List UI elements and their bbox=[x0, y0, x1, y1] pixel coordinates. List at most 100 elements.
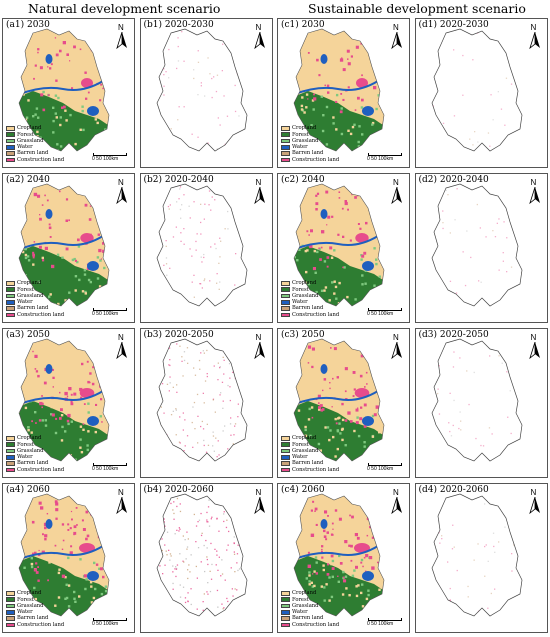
legend-item: Water bbox=[6, 299, 64, 305]
map-legend: Cropland Forest Grassland Water Barren land C… bbox=[281, 435, 339, 473]
legend-label: Construction land bbox=[17, 156, 65, 163]
legend-item: Cropland bbox=[281, 435, 339, 441]
legend-label: Construction land bbox=[17, 621, 65, 628]
legend-swatch bbox=[281, 591, 290, 596]
legend-label: Forest bbox=[17, 441, 34, 448]
legend-item: Forest bbox=[6, 442, 64, 448]
panel-label: (a1) 2030 bbox=[6, 20, 50, 30]
legend-item: Construction land bbox=[6, 622, 64, 628]
legend-label: Cropland bbox=[17, 590, 42, 597]
panel-label: (a3) 2050 bbox=[6, 330, 50, 340]
legend-item: Forest bbox=[281, 597, 339, 603]
legend-label: Barren land bbox=[292, 460, 324, 467]
legend-swatch bbox=[6, 597, 15, 602]
legend-label: Barren land bbox=[292, 150, 324, 157]
legend-label: Construction land bbox=[17, 466, 65, 473]
legend-swatch bbox=[6, 616, 15, 621]
legend-swatch bbox=[281, 455, 290, 460]
legend-label: Grassland bbox=[17, 602, 44, 609]
north-label: N bbox=[393, 178, 399, 187]
map-panel: (c2) 2040 N Cropland Forest Grassland Water Ba… bbox=[277, 173, 410, 323]
legend-label: Grassland bbox=[17, 292, 44, 299]
legend-label: Construction land bbox=[292, 466, 340, 473]
map-legend: Cropland Forest Grassland Water Barren land C… bbox=[281, 590, 339, 628]
map-panel: (d3) 2020-2050 N bbox=[414, 328, 548, 478]
map-panel: (b4) 2020-2060 N bbox=[139, 483, 273, 633]
legend-swatch bbox=[6, 132, 15, 137]
land-use-map bbox=[18, 493, 110, 617]
legend-label: Cropland bbox=[292, 435, 317, 442]
land-use-change-map bbox=[431, 28, 522, 152]
north-arrow-icon: N bbox=[528, 333, 542, 360]
north-label: N bbox=[530, 333, 537, 342]
north-label: N bbox=[393, 488, 399, 497]
scale-bar: 0 50 100km bbox=[367, 616, 405, 628]
map-legend: Cropland Forest Grassland Water Barren land C… bbox=[6, 280, 64, 318]
scale-bar: 0 50 100km bbox=[92, 461, 130, 473]
north-label: N bbox=[118, 333, 124, 342]
legend-item: Construction land bbox=[281, 157, 339, 163]
land-use-change-map bbox=[431, 183, 522, 307]
legend-item: Grassland bbox=[6, 448, 64, 454]
legend-swatch bbox=[281, 442, 290, 447]
legend-label: Barren land bbox=[17, 460, 49, 467]
legend-label: Forest bbox=[17, 596, 34, 603]
legend-swatch bbox=[281, 461, 290, 466]
legend-item: Grassland bbox=[6, 293, 64, 299]
legend-swatch bbox=[281, 610, 290, 615]
legend-item: Construction land bbox=[6, 467, 64, 473]
legend-item: Construction land bbox=[281, 622, 339, 628]
panel-label: (c3) 2050 bbox=[281, 330, 325, 340]
legend-swatch bbox=[6, 603, 15, 609]
land-use-change-map bbox=[156, 338, 247, 462]
legend-item: Cropland bbox=[281, 280, 339, 286]
legend-swatch bbox=[6, 306, 15, 311]
legend-item: Construction land bbox=[6, 157, 64, 163]
map-panel: (c4) 2060 N Cropland Forest Grassland Water Ba… bbox=[277, 483, 410, 633]
legend-swatch bbox=[6, 287, 15, 292]
scale-bar-label: 0 50 100km bbox=[367, 466, 394, 472]
legend-item: Barren land bbox=[6, 305, 64, 311]
legend-item: Water bbox=[281, 144, 339, 150]
legend-label: Water bbox=[292, 454, 308, 461]
panel-label: (a4) 2060 bbox=[6, 485, 50, 495]
land-use-map bbox=[293, 493, 385, 617]
map-panel: (c3) 2050 N Cropland Forest Grassland Water Ba… bbox=[277, 328, 410, 478]
legend-label: Grassland bbox=[292, 137, 319, 144]
legend-label: Grassland bbox=[17, 447, 44, 454]
scale-bar: 0 50 100km bbox=[367, 461, 405, 473]
panel-label: (d3) 2020-2050 bbox=[418, 330, 489, 340]
legend-item: Grassland bbox=[281, 448, 339, 454]
legend-item: Forest bbox=[6, 287, 64, 293]
north-arrow-icon: N bbox=[528, 178, 542, 205]
legend-item: Cropland bbox=[281, 125, 339, 131]
map-legend: Cropland Forest Grassland Water Barren land C… bbox=[6, 590, 64, 628]
legend-swatch bbox=[281, 151, 290, 156]
panel-label: (c2) 2040 bbox=[281, 175, 325, 185]
panel-label: (b3) 2020-2050 bbox=[143, 330, 214, 340]
legend-swatch bbox=[6, 138, 15, 144]
scale-bar-label: 0 50 100km bbox=[92, 156, 119, 162]
north-arrow-icon: N bbox=[390, 488, 404, 515]
legend-label: Water bbox=[17, 454, 33, 461]
legend-swatch bbox=[6, 293, 15, 299]
legend-label: Construction land bbox=[17, 311, 65, 318]
north-arrow-icon: N bbox=[390, 333, 404, 360]
legend-label: Water bbox=[17, 609, 33, 616]
legend-swatch bbox=[6, 145, 15, 150]
legend-label: Forest bbox=[292, 441, 309, 448]
legend-item: Cropland bbox=[6, 590, 64, 596]
north-arrow-icon: N bbox=[528, 23, 542, 50]
scale-bar-line bbox=[93, 153, 127, 156]
legend-item: Water bbox=[6, 609, 64, 615]
legend-swatch bbox=[281, 138, 290, 144]
north-arrow-icon: N bbox=[253, 23, 267, 50]
north-label: N bbox=[530, 23, 537, 32]
panel-label: (d2) 2020-2040 bbox=[418, 175, 489, 185]
map-legend: Cropland Forest Grassland Water Barren land C… bbox=[281, 125, 339, 163]
legend-item: Cropland bbox=[6, 125, 64, 131]
north-label: N bbox=[393, 333, 399, 342]
scale-bar-line bbox=[93, 618, 127, 621]
legend-label: Water bbox=[292, 609, 308, 616]
legend-swatch bbox=[6, 312, 15, 318]
